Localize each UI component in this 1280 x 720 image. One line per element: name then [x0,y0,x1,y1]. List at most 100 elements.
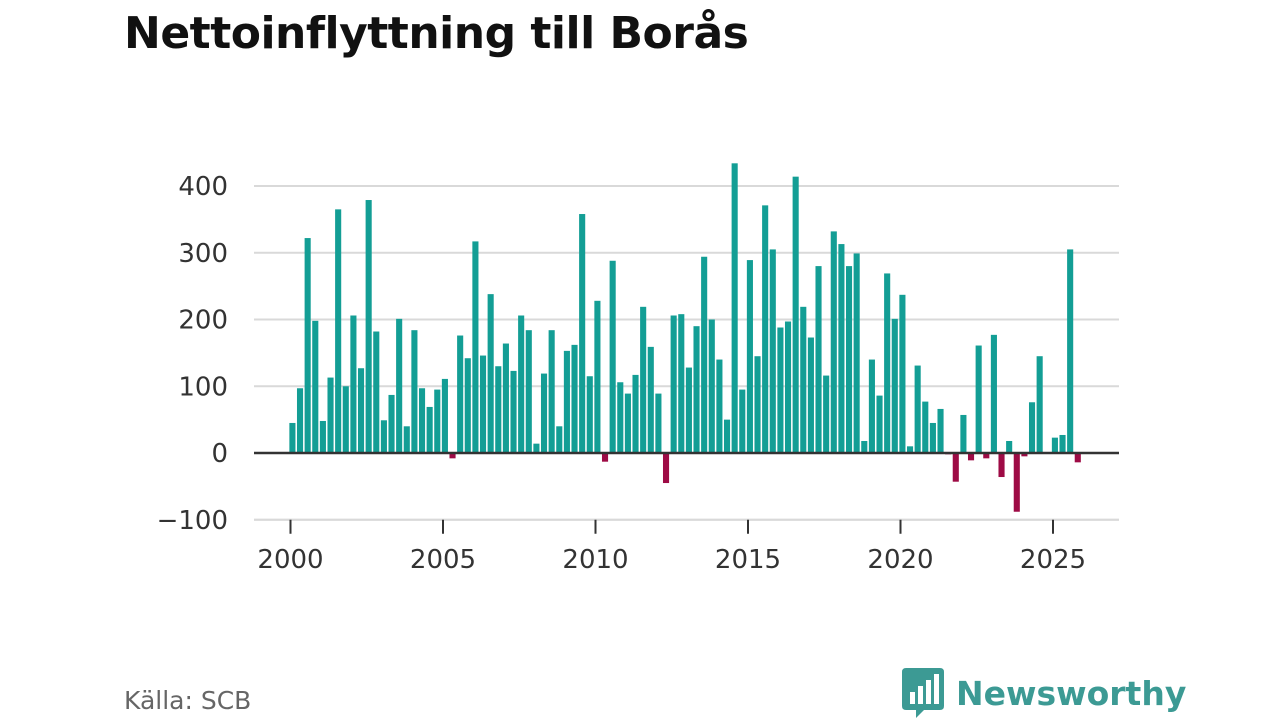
bar [357,368,365,453]
bar [540,373,548,453]
bar [624,393,631,453]
bar [441,378,448,453]
bar [906,446,914,453]
x-tick-label: 2015 [715,545,781,575]
bar [472,241,479,453]
bar [312,320,319,453]
bar [380,420,387,453]
bar [502,343,509,453]
bar [815,266,822,453]
bar [617,382,624,453]
bar [769,249,776,453]
bar [601,453,609,462]
bar [579,214,586,453]
bar [701,256,708,453]
bar [396,318,403,453]
bar [1067,249,1074,453]
bar [1006,440,1013,454]
x-tick-label: 2025 [1020,545,1086,575]
bar [495,366,502,453]
bars [289,163,1081,512]
bar [388,394,395,453]
y-tick-label: 100 [178,372,228,402]
bar [457,335,464,453]
bar [1051,437,1058,453]
x-tick-label: 2010 [562,545,628,575]
bar [662,453,670,484]
bar [807,337,814,453]
bar [876,395,883,454]
bar [922,401,929,453]
bar [670,315,677,453]
bar [609,260,616,453]
bar [952,453,959,482]
bar [548,330,555,453]
y-tick-label: 0 [211,439,228,469]
bar [693,326,700,454]
bar [533,443,540,453]
bar [845,266,853,453]
bar [510,370,517,453]
bar [723,419,731,454]
bar [647,346,654,453]
bar [327,377,334,453]
bar [464,358,471,453]
bar [716,359,723,453]
bar [990,334,997,453]
bar [884,273,891,453]
bar [319,420,326,453]
bar [853,253,860,453]
bar [1028,402,1036,453]
bar [937,408,944,453]
bar [411,330,418,453]
bar [754,356,761,453]
bar [838,244,845,453]
bar [1059,434,1066,453]
bar [296,388,304,453]
bar [868,359,875,453]
y-tick-label: −100 [157,506,228,536]
bar [487,294,494,453]
bar [861,440,868,454]
bar [556,426,563,453]
y-tick-label: 400 [178,172,228,202]
bar [342,386,349,453]
bar [998,453,1005,478]
x-tick-label: 2000 [257,545,323,575]
source-label: Källa: SCB [124,686,252,715]
bar [929,422,936,453]
bar [746,260,753,453]
bar [678,314,685,453]
bar [350,315,357,453]
bar [449,453,456,459]
y-tick-label: 300 [178,239,228,269]
bar [1036,356,1043,453]
bar [1013,453,1020,512]
bar [792,176,799,453]
bar [983,453,990,459]
bar [632,374,639,453]
bar [655,393,662,453]
bar [518,315,525,453]
bar [739,389,746,453]
grid-lines [254,185,1119,521]
bar [731,163,738,453]
chart-title: Nettoinflyttning till Borås [124,8,749,59]
bar [975,345,982,453]
bar [640,306,647,453]
brand-name: Newsworthy [956,673,1187,713]
bar [1021,453,1028,457]
bar [914,365,921,453]
bar [365,200,372,453]
bar [594,300,601,453]
bar [373,331,380,453]
bar [289,422,296,453]
bar [967,453,975,461]
bar [479,355,487,453]
bar [403,426,410,453]
bar [525,330,532,453]
bar [784,321,792,453]
bar [899,294,906,453]
bar [708,319,715,453]
